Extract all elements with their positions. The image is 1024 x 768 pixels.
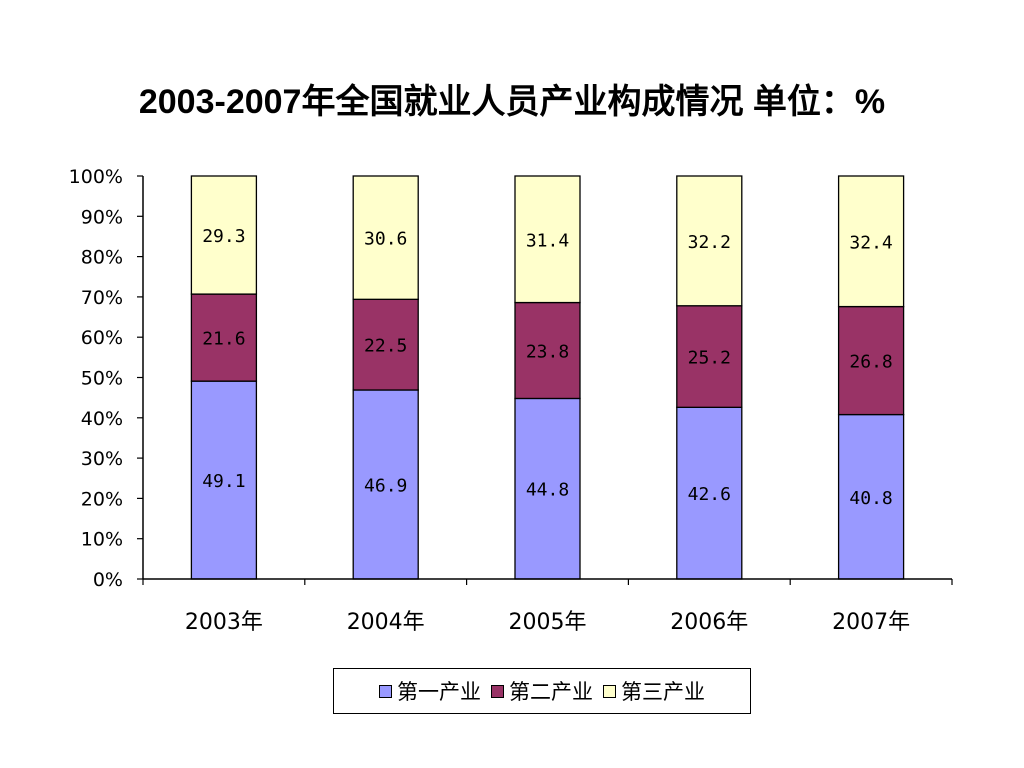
data-label-tertiary: 30.6 xyxy=(364,229,407,250)
chart-title: 2003-2007年全国就业人员产业构成情况 单位：% xyxy=(138,83,886,121)
y-tick-label: 60% xyxy=(81,327,123,349)
bar-segment-tertiary xyxy=(514,175,581,304)
y-tick-label: 90% xyxy=(81,206,123,228)
y-tick-label: 80% xyxy=(81,247,123,269)
data-label-secondary: 25.2 xyxy=(688,348,731,369)
legend-swatch-tertiary xyxy=(603,684,616,698)
legend-swatch-secondary xyxy=(491,684,504,698)
y-axis-ticks: 0% 10% 20% 30% 40% 50% 60% 70% 80% 90% 100% xyxy=(69,166,953,591)
data-label-secondary: 26.8 xyxy=(849,352,892,373)
legend-item-primary: 第一产业 xyxy=(379,676,481,706)
bar-segment-tertiary xyxy=(352,175,419,300)
y-tick-label: 70% xyxy=(81,287,123,309)
data-label-primary: 42.6 xyxy=(688,484,731,505)
data-label-tertiary: 32.4 xyxy=(849,232,892,253)
x-tick-label: 2006年 xyxy=(670,610,748,635)
bar-stack: 40.8 26.8 32.4 xyxy=(837,175,905,580)
data-label-secondary: 22.5 xyxy=(364,336,407,357)
legend-label-tertiary: 第三产业 xyxy=(621,680,705,704)
legend-label-secondary: 第二产业 xyxy=(509,680,593,704)
data-label-primary: 40.8 xyxy=(849,488,892,509)
data-label-primary: 49.1 xyxy=(202,471,245,492)
y-tick-label: 50% xyxy=(81,368,123,390)
x-tick-label: 2003年 xyxy=(185,610,263,635)
y-tick-label: 10% xyxy=(81,529,123,551)
bar-segment-tertiary xyxy=(676,175,743,307)
bars: 49.1 21.6 29.3 46.9 22.5 30.6 44.8 23.8 31.4 42.6… xyxy=(190,175,905,580)
bar-stack: 49.1 21.6 29.3 xyxy=(190,175,258,580)
x-tick-label: 2005年 xyxy=(509,610,587,635)
data-label-secondary: 21.6 xyxy=(202,329,245,350)
bar-stack: 46.9 22.5 30.6 xyxy=(352,175,419,580)
y-tick-label: 100% xyxy=(69,166,123,188)
x-tick-label: 2007年 xyxy=(832,610,910,635)
y-tick-label: 20% xyxy=(81,488,123,510)
bar-segment-primary xyxy=(837,413,905,580)
data-label-primary: 44.8 xyxy=(526,480,569,501)
data-label-secondary: 23.8 xyxy=(526,341,569,362)
legend-swatch-primary xyxy=(379,684,392,698)
bar-segment-primary xyxy=(190,380,258,580)
legend-item-secondary: 第二产业 xyxy=(491,676,593,706)
legend-item-tertiary: 第三产业 xyxy=(603,676,705,706)
bar-stack: 42.6 25.2 32.2 xyxy=(676,175,743,580)
bar-stack: 44.8 23.8 31.4 xyxy=(514,175,581,580)
y-tick-label: 40% xyxy=(81,408,123,430)
data-label-tertiary: 29.3 xyxy=(202,226,245,247)
data-label-tertiary: 31.4 xyxy=(526,230,569,251)
x-axis-tick-labels: 2003年 2004年 2005年 2006年 2007年 xyxy=(185,610,910,635)
legend-label-primary: 第一产业 xyxy=(397,680,481,704)
bar-segment-primary xyxy=(676,406,743,580)
x-tick-label: 2004年 xyxy=(347,610,425,635)
legend: 第一产业 第二产业 第三产业 xyxy=(333,668,751,714)
bar-segment-secondary xyxy=(676,305,743,408)
data-label-tertiary: 32.2 xyxy=(688,232,731,253)
y-tick-label: 30% xyxy=(81,448,123,470)
bar-segment-secondary xyxy=(352,298,419,391)
bar-segment-secondary xyxy=(837,305,905,416)
bar-segment-secondary xyxy=(190,293,258,382)
y-tick-label: 0% xyxy=(93,569,123,591)
bar-segment-tertiary xyxy=(190,175,258,295)
data-label-primary: 46.9 xyxy=(364,475,407,496)
bar-segment-primary xyxy=(352,389,419,580)
bar-segment-tertiary xyxy=(837,175,905,308)
